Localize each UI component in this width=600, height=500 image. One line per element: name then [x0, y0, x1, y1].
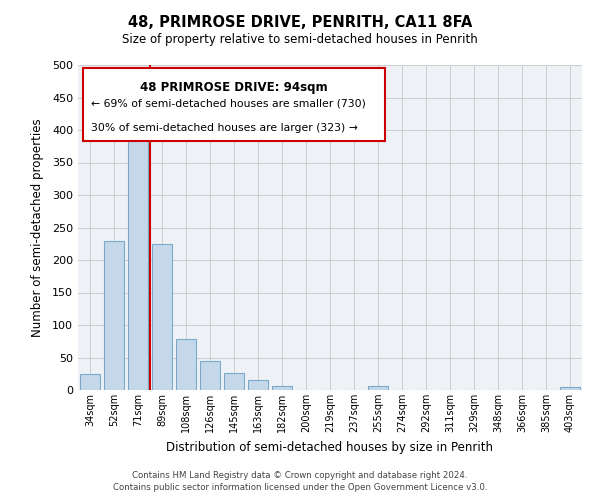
FancyBboxPatch shape [83, 68, 385, 142]
Text: Contains public sector information licensed under the Open Government Licence v3: Contains public sector information licen… [113, 484, 487, 492]
Text: Contains HM Land Registry data © Crown copyright and database right 2024.: Contains HM Land Registry data © Crown c… [132, 471, 468, 480]
Text: 30% of semi-detached houses are larger (323) →: 30% of semi-detached houses are larger (… [91, 123, 358, 133]
Bar [560, 388, 580, 390]
Text: Size of property relative to semi-detached houses in Penrith: Size of property relative to semi-detach… [122, 32, 478, 46]
Bar [128, 124, 148, 390]
Bar [272, 386, 292, 390]
X-axis label: Distribution of semi-detached houses by size in Penrith: Distribution of semi-detached houses by … [167, 440, 493, 454]
Bar [104, 240, 124, 390]
Bar [368, 386, 388, 390]
Bar [176, 340, 196, 390]
Bar [248, 380, 268, 390]
Bar [80, 374, 100, 390]
Bar [152, 244, 172, 390]
Text: 48, PRIMROSE DRIVE, PENRITH, CA11 8FA: 48, PRIMROSE DRIVE, PENRITH, CA11 8FA [128, 15, 472, 30]
Text: 48 PRIMROSE DRIVE: 94sqm: 48 PRIMROSE DRIVE: 94sqm [140, 81, 328, 94]
Bar [200, 362, 220, 390]
Y-axis label: Number of semi-detached properties: Number of semi-detached properties [31, 118, 44, 337]
Text: ← 69% of semi-detached houses are smaller (730): ← 69% of semi-detached houses are smalle… [91, 98, 365, 108]
Bar [224, 373, 244, 390]
